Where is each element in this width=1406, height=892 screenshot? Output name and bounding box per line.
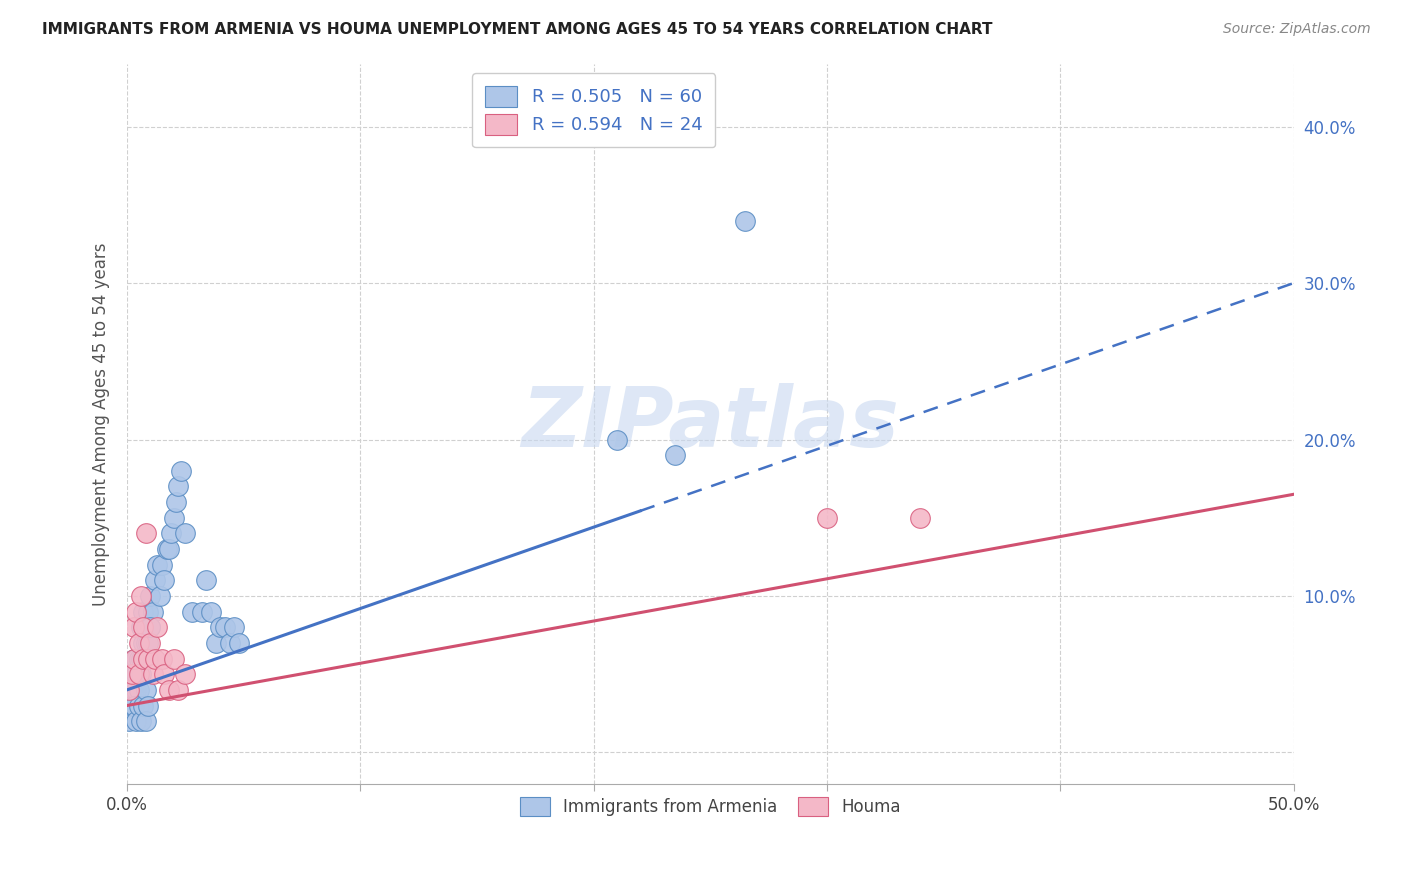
Point (209, 620, 232, 634)
Point (136, 636, 159, 650)
Point (121, 682, 143, 697)
Point (218, 636, 240, 650)
Point (129, 589, 152, 603)
Point (142, 667, 165, 681)
Point (167, 479, 190, 493)
Point (157, 542, 180, 557)
Point (153, 667, 176, 681)
Point (136, 698, 159, 713)
Point (910, 510, 932, 524)
Point (142, 605, 165, 619)
Point (125, 651, 148, 665)
Point (122, 651, 145, 665)
Point (129, 620, 152, 634)
Point (156, 542, 179, 557)
Point (146, 620, 169, 634)
Point (121, 667, 143, 681)
Point (146, 558, 169, 572)
Point (122, 682, 145, 697)
Point (128, 667, 150, 681)
Point (136, 651, 159, 665)
Point (135, 620, 157, 634)
Point (149, 589, 172, 603)
Point (132, 636, 155, 650)
Point (200, 605, 222, 619)
Point (139, 589, 162, 603)
Point (150, 558, 173, 572)
Point (174, 526, 197, 541)
Point (139, 636, 162, 650)
Point (125, 714, 148, 728)
Point (122, 698, 145, 713)
Point (128, 698, 150, 713)
Point (136, 605, 159, 619)
Point (143, 574, 166, 588)
Point (150, 651, 173, 665)
Point (132, 651, 155, 665)
Point (135, 714, 157, 728)
Point (139, 620, 162, 634)
Point (132, 605, 155, 619)
Point (128, 636, 150, 650)
Point (125, 682, 148, 697)
Point (153, 574, 176, 588)
Text: Source: ZipAtlas.com: Source: ZipAtlas.com (1223, 22, 1371, 37)
Point (122, 651, 145, 665)
Point (169, 464, 191, 478)
Point (129, 651, 152, 665)
Legend: Immigrants from Armenia, Houma: Immigrants from Armenia, Houma (510, 787, 911, 826)
Point (132, 620, 155, 634)
Point (132, 698, 155, 713)
Point (128, 682, 150, 697)
Point (734, 213, 756, 227)
Point (135, 682, 157, 697)
Point (157, 682, 180, 697)
Point (135, 526, 157, 541)
Point (129, 667, 152, 681)
Point (128, 651, 150, 665)
Point (125, 605, 148, 619)
Point (118, 682, 141, 697)
Point (204, 636, 226, 650)
Point (165, 495, 187, 509)
Point (181, 605, 204, 619)
Point (128, 667, 150, 681)
Point (190, 605, 212, 619)
Point (664, 448, 686, 462)
Y-axis label: Unemployment Among Ages 45 to 54 years: Unemployment Among Ages 45 to 54 years (93, 242, 110, 606)
Point (163, 651, 186, 665)
Point (122, 620, 145, 634)
Point (143, 651, 166, 665)
Point (132, 651, 155, 665)
Point (214, 620, 236, 634)
Point (139, 620, 162, 634)
Point (163, 510, 186, 524)
Point (135, 636, 157, 650)
Point (160, 526, 183, 541)
Point (118, 714, 141, 728)
Point (195, 574, 218, 588)
Point (174, 667, 197, 681)
Point (224, 620, 246, 634)
Point (228, 636, 250, 650)
Point (122, 667, 145, 681)
Point (167, 682, 190, 697)
Point (606, 433, 628, 447)
Text: ZIPatlas: ZIPatlas (522, 384, 900, 465)
Point (815, 510, 838, 524)
Point (129, 714, 152, 728)
Point (125, 667, 148, 681)
Text: IMMIGRANTS FROM ARMENIA VS HOUMA UNEMPLOYMENT AMONG AGES 45 TO 54 YEARS CORRELAT: IMMIGRANTS FROM ARMENIA VS HOUMA UNEMPLO… (42, 22, 993, 37)
Point (121, 698, 143, 713)
